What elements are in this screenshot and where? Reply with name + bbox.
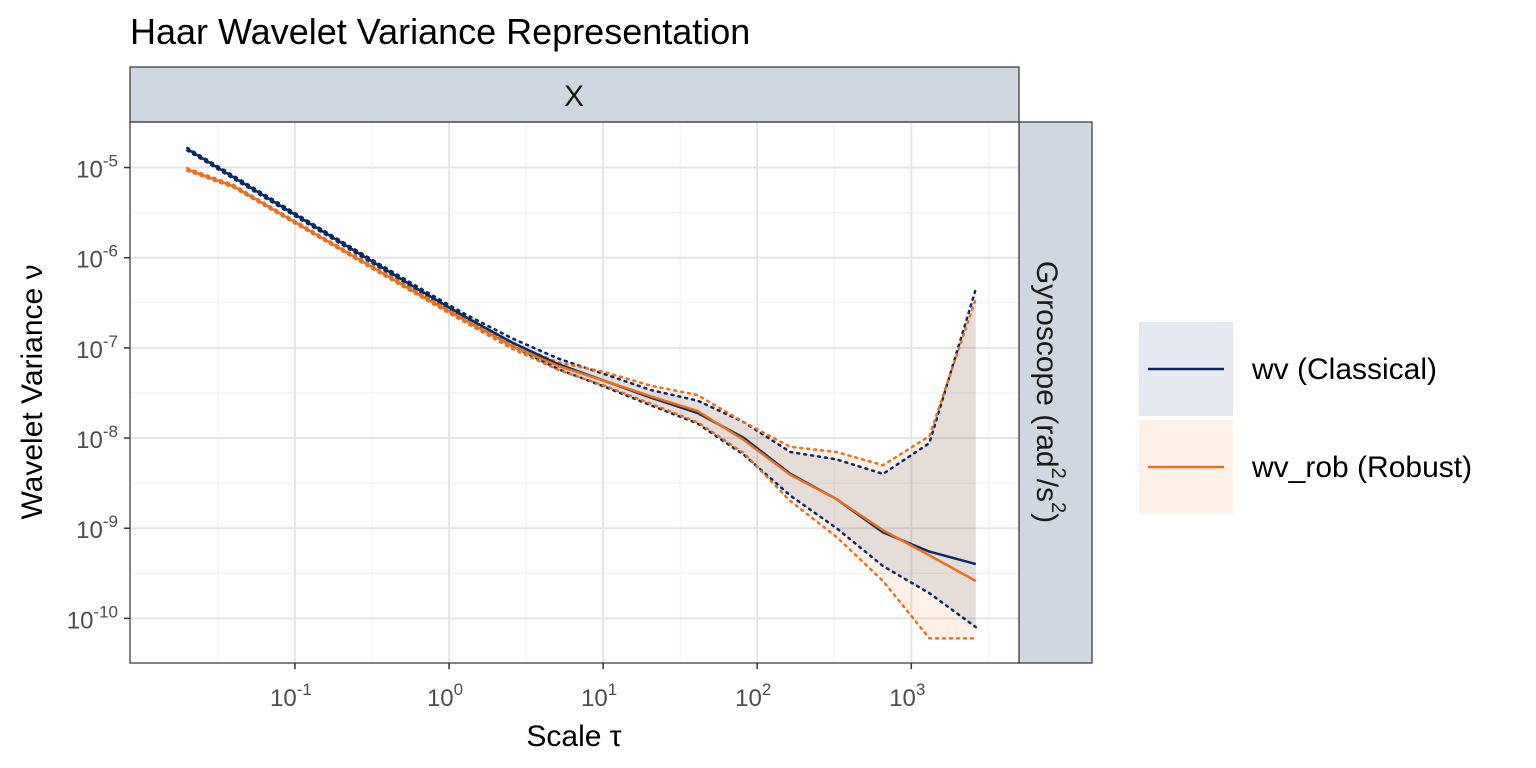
y-axis-ticks: 10-5 10-6 10-7 10-8 10-9 10-10 <box>67 152 130 634</box>
ci-ribbon-1 <box>187 168 976 639</box>
x-axis-title: Scale τ <box>526 720 621 753</box>
y-tick-label: 10-9 <box>76 512 118 544</box>
facet-strip-top <box>129 66 1020 123</box>
series-line-1 <box>186 168 977 583</box>
x-tick-label: 101 <box>581 680 617 712</box>
chart-title: Haar Wavelet Variance Representation <box>130 11 750 52</box>
y-axis-title: Wavelet Variance ν <box>16 264 49 519</box>
y-tick-label: 10-7 <box>76 332 118 364</box>
x-axis-ticks: 10-1 100 101 102 103 <box>270 663 925 712</box>
legend-label-0: wv (Classical) <box>1251 353 1437 386</box>
y-tick-label: 10-8 <box>76 422 118 454</box>
x-tick-label: 102 <box>735 680 771 712</box>
facet-row-label: Gyroscope (rad2/s2) <box>1030 261 1069 523</box>
facet-strip-right <box>1018 121 1093 664</box>
facet-column-label: X <box>564 80 584 113</box>
legend: wv (Classical) wv_rob (Robust) <box>1139 322 1472 514</box>
x-tick-label: 100 <box>427 680 463 712</box>
x-tick-label: 103 <box>889 680 925 712</box>
legend-label-1: wv_rob (Robust) <box>1251 451 1472 484</box>
x-tick-label: 10-1 <box>270 680 312 712</box>
y-tick-label: 10-5 <box>76 152 118 184</box>
series-lines <box>186 148 977 583</box>
grid-major <box>130 122 1019 663</box>
y-tick-label: 10-6 <box>76 242 118 274</box>
y-tick-label: 10-10 <box>67 602 118 634</box>
ci-lower-line-0 <box>186 149 978 629</box>
plot-panel-border <box>129 121 1020 664</box>
